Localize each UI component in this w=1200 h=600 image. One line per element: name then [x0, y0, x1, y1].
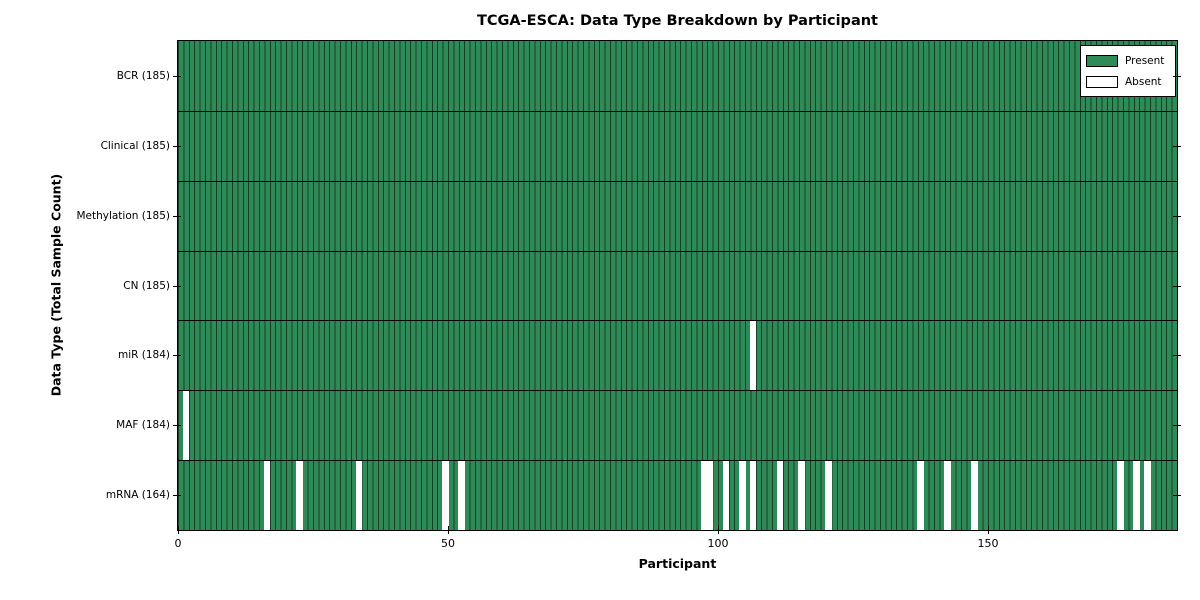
y-tick-mark — [1173, 75, 1181, 77]
absent-bar-mRNA-104 — [738, 461, 746, 531]
absent-bar-mRNA-179 — [1143, 461, 1151, 531]
row-divider — [178, 250, 1177, 252]
absent-bar-mRNA-22 — [296, 461, 303, 531]
y-tick-label-MAF: MAF (184) — [116, 419, 170, 432]
row-divider — [178, 390, 1177, 392]
absent-bar-MAF-1 — [182, 391, 190, 461]
row-divider — [178, 180, 1177, 182]
y-tick-mark — [1173, 215, 1181, 217]
row-divider — [178, 320, 1177, 322]
y-tick-label-miR: miR (184) — [117, 349, 170, 362]
row-divider — [178, 460, 1177, 462]
x-tick-label-0: 0 — [174, 537, 182, 550]
row-divider — [178, 110, 1177, 112]
absent-bar-mRNA-120 — [825, 461, 833, 531]
legend-entry-absent: Absent — [1086, 71, 1169, 92]
absent-bar-mRNA-147 — [971, 461, 978, 531]
x-tick-mark-0 — [177, 526, 179, 534]
plot-area — [177, 40, 1178, 531]
legend-swatch-absent — [1086, 75, 1118, 88]
x-tick-mark-100 — [717, 526, 719, 534]
absent-bar-mRNA-16 — [263, 461, 271, 531]
x-axis-label: Participant — [638, 556, 717, 571]
absent-bar-mRNA-106 — [749, 461, 757, 531]
absent-bar-mRNA-174 — [1116, 461, 1124, 531]
x-tick-mark-150 — [987, 526, 989, 534]
y-tick-label-mRNA: mRNA (164) — [105, 489, 170, 502]
y-tick-mark — [173, 285, 181, 287]
absent-bar-mRNA-142 — [944, 461, 951, 531]
y-tick-mark — [173, 145, 181, 147]
y-tick-mark — [1173, 285, 1181, 287]
absent-bar-miR-106 — [749, 321, 757, 391]
y-tick-mark — [1173, 355, 1181, 357]
y-tick-label-BCR: BCR (185) — [116, 69, 170, 82]
legend-swatch-present — [1086, 54, 1118, 67]
legend-label: Absent — [1125, 75, 1162, 88]
y-tick-mark — [1173, 425, 1181, 427]
absent-bar-mRNA-101 — [722, 461, 730, 531]
absent-bar-mRNA-177 — [1133, 461, 1140, 531]
absent-bar-mRNA-137 — [917, 461, 924, 531]
legend-label: Present — [1125, 54, 1165, 67]
absent-bar-mRNA-49 — [441, 461, 449, 531]
x-tick-mark-50 — [447, 526, 449, 534]
absent-bar-mRNA-97 — [701, 461, 708, 531]
x-tick-label-150: 150 — [977, 537, 999, 550]
legend: Present Absent — [1080, 45, 1176, 97]
absent-bar-mRNA-115 — [798, 461, 806, 531]
y-tick-mark — [173, 215, 181, 217]
absent-bar-mRNA-98 — [706, 461, 714, 531]
absent-bar-mRNA-111 — [776, 461, 784, 531]
y-tick-mark — [173, 75, 181, 77]
y-tick-label-Methylation: Methylation (185) — [76, 209, 170, 222]
y-tick-mark — [173, 355, 181, 357]
legend-entry-present: Present — [1086, 50, 1169, 71]
y-tick-mark — [173, 425, 181, 427]
y-tick-mark — [173, 495, 181, 497]
y-tick-label-Clinical: Clinical (185) — [100, 139, 170, 152]
x-tick-label-100: 100 — [707, 537, 729, 550]
chart-title: TCGA-ESCA: Data Type Breakdown by Partic… — [477, 13, 878, 29]
y-tick-mark — [1173, 495, 1181, 497]
absent-bar-mRNA-52 — [458, 461, 465, 531]
y-tick-mark — [1173, 145, 1181, 147]
absent-bar-mRNA-33 — [355, 461, 363, 531]
x-tick-label-50: 50 — [441, 537, 455, 550]
y-tick-label-CN: CN (185) — [123, 279, 170, 292]
